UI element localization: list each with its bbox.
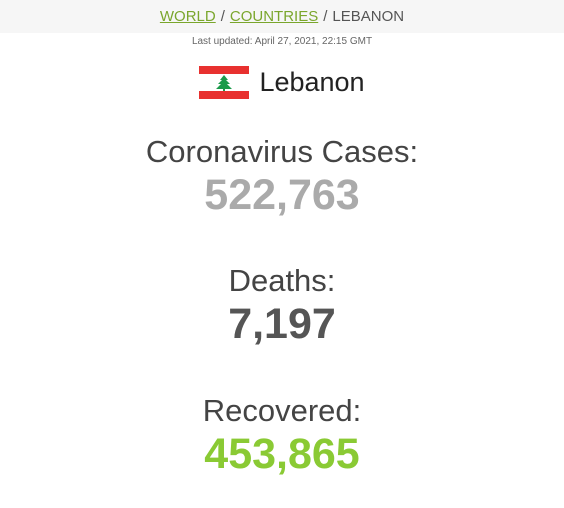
cases-value: 522,763: [204, 171, 360, 219]
last-updated-text: Last updated: April 27, 2021, 22:15 GMT: [191, 36, 373, 47]
breadcrumb: WORLD / COUNTRIES / LEBANON: [0, 0, 564, 33]
recovered-value: 453,865: [204, 430, 360, 478]
deaths-value: 7,197: [228, 300, 336, 348]
recovered-stat: Recovered: 453,865: [0, 393, 564, 479]
breadcrumb-separator: /: [323, 8, 328, 25]
breadcrumb-world-link[interactable]: WORLD: [159, 8, 216, 25]
lebanon-flag-icon: [199, 65, 250, 99]
deaths-label: Deaths:: [228, 263, 336, 298]
breadcrumb-separator: /: [220, 8, 225, 25]
cases-stat: Coronavirus Cases: 522,763: [0, 134, 564, 220]
country-name: Lebanon: [259, 66, 365, 97]
deaths-stat: Deaths: 7,197: [0, 263, 564, 349]
breadcrumb-current: LEBANON: [332, 8, 405, 25]
breadcrumb-countries-link[interactable]: COUNTRIES: [229, 8, 319, 25]
cases-label: Coronavirus Cases:: [145, 134, 419, 169]
recovered-label: Recovered:: [202, 393, 362, 428]
country-header: Lebanon: [0, 63, 564, 101]
